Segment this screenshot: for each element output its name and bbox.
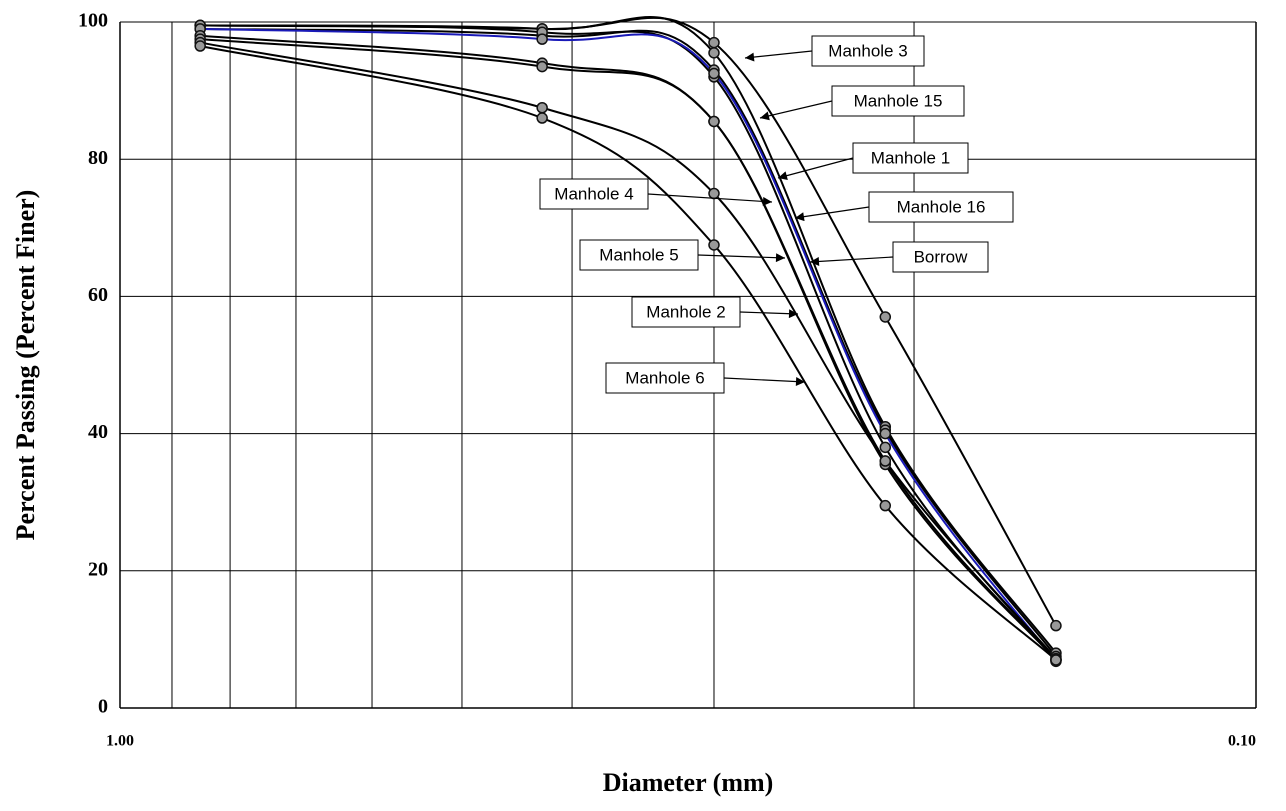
annotation-label: Manhole 6 — [625, 368, 704, 387]
x-tick-label: 1.00 — [106, 733, 134, 750]
data-point — [536, 112, 548, 124]
annotation-arrow — [759, 100, 833, 121]
annotation-arrow — [809, 256, 894, 266]
annotation-label: Borrow — [914, 247, 969, 266]
data-point — [536, 102, 548, 114]
annotation-label: Manhole 15 — [854, 91, 943, 110]
annotation-label: Manhole 4 — [554, 184, 633, 203]
annotation-arrow — [697, 253, 786, 263]
annotation-box — [605, 362, 725, 394]
series-line — [200, 34, 1057, 661]
series-line — [200, 27, 1057, 658]
series-line — [199, 41, 1057, 660]
annotation-box — [539, 178, 649, 210]
annotation-arrow — [723, 377, 806, 387]
data-point — [879, 455, 892, 467]
y-tick-label: 80 — [88, 147, 108, 169]
annotation-box — [579, 239, 699, 271]
y-tick-label: 40 — [88, 421, 108, 443]
data-point — [879, 441, 892, 454]
data-point — [194, 40, 206, 52]
annotation-box — [811, 35, 925, 67]
data-point — [708, 115, 720, 128]
series-line — [200, 38, 1057, 661]
y-tick-label: 0 — [98, 696, 108, 718]
y-tick-label: 100 — [78, 10, 108, 32]
series-line — [200, 27, 1057, 662]
data-point — [708, 47, 720, 59]
annotation-label: Manhole 5 — [599, 245, 678, 264]
annotation-label: Manhole 1 — [871, 148, 950, 167]
annotation-box — [831, 85, 965, 117]
data-point — [879, 427, 892, 440]
y-tick-label: 20 — [88, 558, 108, 580]
data-point — [708, 187, 720, 200]
series-line — [199, 45, 1057, 661]
data-point — [708, 36, 720, 49]
data-point — [1050, 619, 1062, 632]
annotation-box — [892, 241, 989, 273]
annotation-box — [852, 142, 969, 174]
annotation-arrow — [744, 50, 813, 62]
data-point — [708, 239, 720, 251]
y-tick-label: 60 — [88, 284, 108, 306]
annotation-label: Manhole 2 — [646, 302, 725, 321]
data-point — [879, 499, 892, 512]
data-point — [1050, 654, 1062, 666]
x-tick-label: 0.10 — [1228, 733, 1256, 750]
annotation-box — [868, 191, 1014, 223]
data-point — [536, 33, 548, 45]
annotation-label: Manhole 16 — [897, 197, 986, 216]
annotation-box — [631, 296, 741, 328]
data-point — [879, 311, 892, 323]
annotation-arrow — [777, 157, 854, 181]
annotation-arrow — [794, 206, 870, 222]
data-point — [536, 60, 548, 73]
y-axis-label: Percent Passing (Percent Finer) — [11, 190, 40, 541]
annotation-label: Manhole 3 — [828, 41, 907, 60]
data-point — [708, 67, 720, 80]
x-axis-label: Diameter (mm) — [603, 768, 774, 797]
annotation-arrow — [739, 309, 799, 319]
annotation-arrow — [647, 193, 773, 206]
series-line — [200, 24, 1057, 661]
